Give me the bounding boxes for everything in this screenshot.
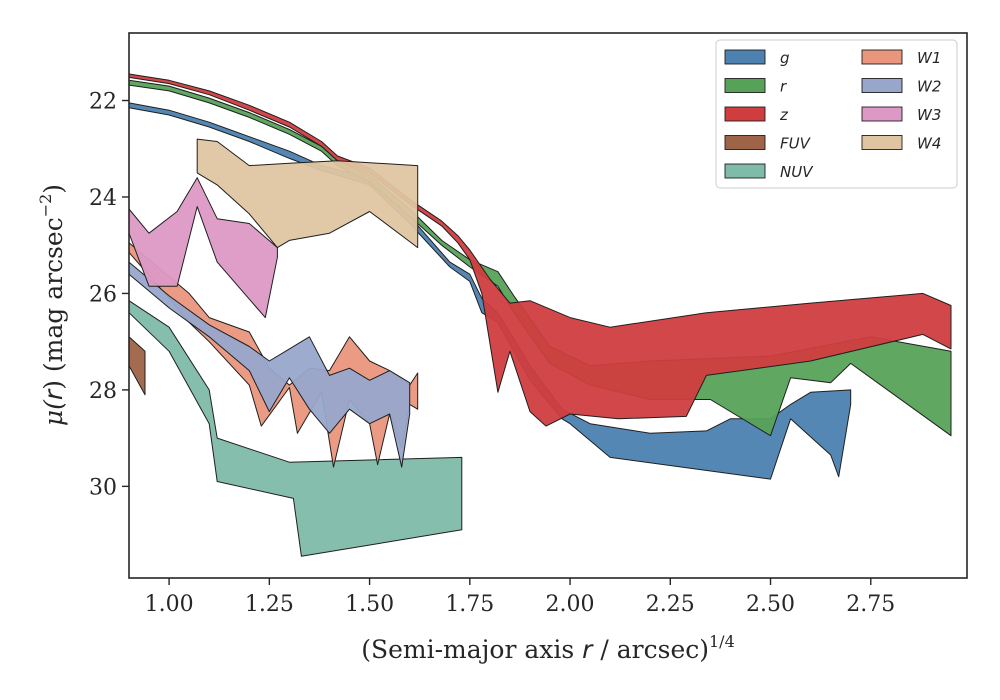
- legend-swatch-w1: [861, 49, 903, 65]
- legend-label-nuv: NUV: [780, 163, 814, 181]
- x-axis-label: (Semi-major axis r / arcsec)1/4: [361, 632, 735, 664]
- legend-label-w4: W4: [917, 135, 941, 153]
- y-tick-label: 28: [89, 379, 117, 404]
- x-tick-label: 1.50: [345, 592, 394, 617]
- y-axis-label: μ(r) (mag arcsec−2): [36, 184, 68, 426]
- legend-swatch-g: [724, 49, 766, 65]
- legend-label-w1: W1: [917, 49, 941, 67]
- x-tick-label: 1.75: [445, 592, 494, 617]
- legend-label-g: g: [780, 49, 790, 67]
- bands-layer: [128, 73, 952, 557]
- band-nuv: [128, 300, 463, 557]
- x-tick-label: 2.50: [746, 592, 795, 617]
- x-tick-label: 1.00: [145, 592, 194, 617]
- x-tick-label: 2.75: [846, 592, 895, 617]
- x-tick-label: 1.25: [245, 592, 294, 617]
- legend-swatch-fuv: [724, 135, 766, 150]
- legend-swatch-nuv: [724, 163, 766, 179]
- y-axis: 22 24 26 28 30: [89, 90, 129, 500]
- legend-swatch-r: [724, 78, 766, 93]
- band-w2: [128, 261, 411, 468]
- band-fuv: [128, 336, 146, 396]
- y-tick-label: 26: [89, 282, 117, 307]
- band-w4: [196, 138, 419, 249]
- legend-swatch-w2: [861, 78, 903, 93]
- legend-label-w2: W2: [917, 78, 941, 96]
- legend-label-w3: W3: [917, 106, 941, 124]
- x-tick-label: 2.00: [546, 592, 595, 617]
- legend-swatch-w4: [861, 135, 903, 150]
- y-tick-label: 22: [89, 90, 117, 115]
- legend: grz FUV NUV W1 W2 W3 W4: [715, 39, 958, 189]
- x-axis: 1.00 1.25 1.50 1.75 2.00 2.25 2.50 2.75: [145, 578, 895, 617]
- legend-label-fuv: FUV: [780, 135, 812, 153]
- plot-frame: [128, 32, 968, 579]
- y-tick-label: 30: [89, 475, 117, 500]
- band-w3: [128, 177, 278, 319]
- legend-swatch-z: [724, 106, 766, 122]
- legend-box: [715, 39, 958, 189]
- legend-label-z: z: [779, 106, 789, 124]
- y-tick-label: 24: [89, 186, 117, 211]
- legend-label-r: r: [780, 78, 787, 96]
- legend-swatch-w3: [861, 106, 903, 122]
- x-tick-label: 2.25: [646, 592, 695, 617]
